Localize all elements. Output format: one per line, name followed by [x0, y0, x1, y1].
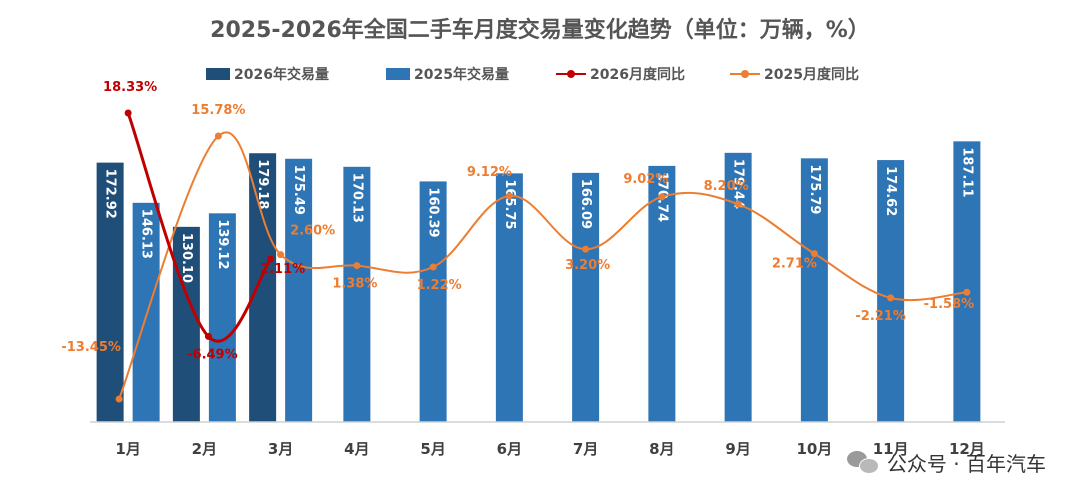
point-2026-yoy-3 [267, 255, 275, 263]
point-2025-yoy-5 [429, 263, 437, 271]
point-2026-yoy-2 [204, 332, 212, 340]
legend-label-2026-yoy: 2026月度同比 [590, 67, 685, 83]
point-2025-yoy-8 [658, 193, 666, 201]
bar-label-2025-1: 146.13 [139, 209, 154, 259]
x-tick-label-1: 1月 [115, 440, 140, 458]
x-tick-label-12: 12月 [949, 440, 985, 458]
point-label-2025-yoy-7: 3.20% [565, 258, 610, 273]
point-2025-yoy-1 [115, 395, 123, 403]
bar-2025-3 [285, 158, 313, 422]
legend: 2026年交易量 2025年交易量 2026月度同比 2025月度同比 [190, 62, 930, 86]
bar-label-2026-2: 130.10 [179, 233, 194, 283]
bar-2025-4 [343, 166, 371, 422]
bar-label-2025-2: 139.12 [215, 219, 230, 269]
bar-2025-8 [648, 165, 676, 422]
bar-label-2025-7: 166.09 [578, 179, 593, 229]
legend-marker-2025-yoy [730, 68, 760, 80]
point-label-2025-yoy-2: 15.78% [191, 103, 245, 118]
legend-marker-2026-yoy [556, 68, 586, 80]
bar-2025-5 [419, 181, 447, 422]
x-tick-label-8: 8月 [649, 440, 674, 458]
point-label-2025-yoy-10: 2.71% [772, 257, 817, 272]
point-label-2026-yoy-1: 18.33% [103, 80, 157, 95]
bar-2025-7 [572, 172, 600, 422]
legend-label-2025-volume: 2025年交易量 [414, 67, 509, 83]
point-label-2025-yoy-6: 9.12% [467, 165, 512, 180]
x-tick-label-3: 3月 [268, 440, 293, 458]
bar-2026-2 [172, 226, 200, 422]
legend-swatch-2026-volume [206, 68, 230, 80]
bar-label-2025-11: 174.62 [883, 166, 898, 216]
bar-label-2025-9: 179.44 [731, 159, 746, 209]
point-2025-yoy-3 [277, 251, 285, 259]
line-2025-yoy [118, 131, 967, 400]
chart-title: 2025-2026年全国二手车月度交易量变化趋势（单位：万辆，%） [210, 18, 870, 43]
point-label-2026-yoy-3: 2.11% [260, 262, 305, 277]
bar-2025-10 [800, 158, 828, 422]
bar-2025-6 [495, 173, 523, 422]
point-label-2025-yoy-1: -13.45% [61, 340, 121, 355]
bar-label-2026-1: 172.92 [103, 169, 118, 219]
point-2025-yoy-7 [582, 245, 590, 253]
bar-label-2025-3: 175.49 [291, 165, 306, 215]
point-2025-yoy-2 [214, 132, 222, 140]
x-tick-label-2: 2月 [192, 440, 217, 458]
x-tick-label-11: 11月 [873, 440, 909, 458]
bar-2026-3 [249, 153, 277, 423]
point-label-2025-yoy-8: 9.02% [623, 172, 668, 187]
legend-swatch-2025-volume [386, 68, 410, 80]
x-tick-label-4: 4月 [344, 440, 369, 458]
bar-2025-12 [953, 141, 981, 422]
wechat-icon [846, 449, 879, 475]
bar-label-2025-5: 160.39 [426, 187, 441, 237]
bar-label-2026-3: 179.18 [255, 159, 270, 209]
point-2025-yoy-9 [734, 200, 742, 208]
bar-2025-11 [877, 160, 905, 422]
legend-item-2026-yoy: 2026月度同比 [556, 62, 685, 86]
bar-label-2025-6: 165.75 [502, 179, 517, 229]
point-label-2025-yoy-9: 8.20% [704, 179, 749, 194]
point-2025-yoy-11 [887, 294, 895, 302]
point-2025-yoy-10 [810, 250, 818, 258]
watermark: 公众号 · 百年汽车 [846, 444, 1046, 480]
bar-label-2025-4: 170.13 [349, 173, 364, 223]
legend-label-2026-volume: 2026年交易量 [234, 67, 329, 83]
x-tick-label-9: 9月 [725, 440, 750, 458]
point-2026-yoy-1 [124, 109, 132, 117]
legend-item-2025-volume: 2025年交易量 [386, 62, 509, 86]
point-2025-yoy-4 [353, 262, 361, 270]
x-tick-label-6: 6月 [497, 440, 522, 458]
point-2025-yoy-12 [963, 288, 971, 296]
point-label-2026-yoy-2: -6.49% [187, 347, 238, 362]
bar-2025-1 [132, 202, 160, 422]
watermark-text: 公众号 · 百年汽车 [886, 451, 1046, 476]
bar-2025-9 [724, 152, 752, 422]
x-tick-label-5: 5月 [420, 440, 445, 458]
point-label-2025-yoy-3: 2.60% [290, 224, 335, 239]
x-tick-label-10: 10月 [796, 440, 832, 458]
line-2026-yoy [126, 112, 272, 343]
point-label-2025-yoy-5: 1.22% [417, 278, 462, 293]
legend-label-2025-yoy: 2025月度同比 [764, 67, 859, 83]
point-label-2025-yoy-11: -2.21% [855, 309, 906, 324]
point-2025-yoy-6 [505, 192, 513, 200]
legend-item-2026-volume: 2026年交易量 [206, 62, 329, 86]
point-label-2025-yoy-12: -1.58% [924, 297, 975, 312]
bar-2025-2 [208, 213, 236, 422]
point-label-2025-yoy-4: 1.38% [332, 277, 377, 292]
bar-label-2025-10: 175.79 [807, 164, 822, 214]
legend-item-2025-yoy: 2025月度同比 [730, 62, 859, 86]
bar-label-2025-12: 187.11 [959, 147, 974, 197]
x-tick-label-7: 7月 [573, 440, 598, 458]
bar-2026-1 [96, 162, 124, 422]
